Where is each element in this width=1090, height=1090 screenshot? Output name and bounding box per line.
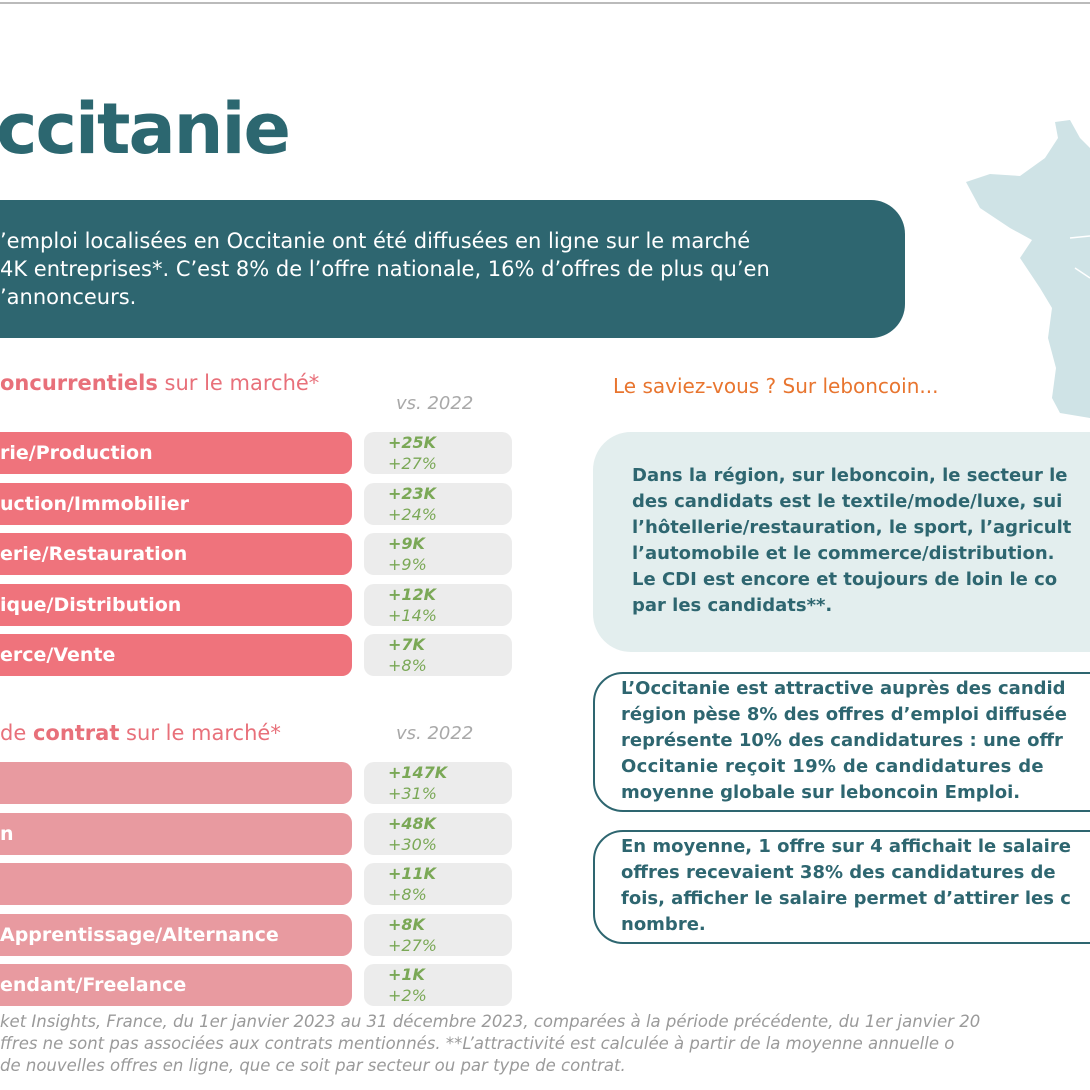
change-box: +11K +8%	[364, 863, 512, 905]
bar-label: Apprentissage/Alternance	[0, 923, 279, 946]
change-value: +48K	[388, 813, 437, 833]
box-line: l’automobile et le commerce/distribution…	[632, 543, 1055, 564]
change-pct: +27%	[388, 454, 437, 473]
change-box: +48K +30%	[364, 812, 512, 855]
bar-label: erce/Vente	[0, 644, 116, 666]
change-pct: +2%	[388, 986, 427, 1005]
bar-label: ique/Distribution	[0, 593, 182, 616]
bar-label: n	[0, 822, 14, 845]
heading-strong: contrat	[32, 721, 120, 745]
heading-strong: oncurrentiels	[0, 371, 158, 395]
change-pct: +14%	[388, 605, 437, 625]
change-value: +7K	[388, 635, 425, 654]
change-box: +7K +8%	[364, 634, 512, 676]
map	[966, 120, 1090, 418]
box-line: En moyenne, 1 offre sur 4 affichait le s…	[621, 836, 1071, 857]
box-line: des candidats est le textile/mode/luxe, …	[632, 491, 1063, 512]
line-text: représente 10% des candidatures :	[621, 730, 983, 751]
info-box	[593, 672, 1090, 812]
intro-line: ’annonceurs.	[0, 285, 137, 309]
change-box: +23K +24%	[364, 482, 512, 525]
change-value: +11K	[388, 864, 437, 883]
bar-label: uction/Immobilier	[0, 492, 190, 515]
bar-label: erie/Restauration	[0, 543, 188, 565]
heading-rest: sur le marché*	[119, 721, 281, 745]
box-line: fois, afficher le salaire permet d’attir…	[621, 888, 1071, 909]
bar: erce/Vente	[0, 634, 352, 676]
change-pct: +24%	[388, 504, 437, 524]
change-pct: +31%	[388, 784, 437, 803]
info-box	[593, 432, 1090, 652]
change-value: +1K	[388, 965, 425, 984]
change-pct: +8%	[388, 885, 427, 904]
box-line: L’Occitanie est attractive auprès des ca…	[621, 678, 1066, 699]
map-shape	[966, 120, 1090, 418]
change-box: +12K +14%	[364, 583, 512, 626]
change-pct: +8%	[388, 656, 427, 675]
bar: Apprentissage/Alternance	[0, 913, 352, 956]
box-line: offres recevaient 38% des candidatures d…	[621, 862, 1056, 883]
footnote-line: de nouvelles offres en ligne, que ce soi…	[0, 1056, 626, 1075]
box-line: Le CDI est encore et toujours de loin le…	[632, 569, 1058, 590]
info-box	[593, 830, 1090, 944]
bar	[0, 762, 352, 804]
line-strong: une offr	[982, 730, 1063, 751]
box-line: représente 10% des candidatures : une of…	[621, 730, 1063, 751]
heading-rest: sur le marché*	[157, 371, 320, 395]
change-box: +25K +27%	[364, 432, 512, 474]
line-text: région pèse 8% des offres d’emploi diffu…	[621, 704, 1067, 725]
title: ccitanie	[0, 88, 291, 170]
heading-pre: de	[0, 721, 33, 745]
change-value: +23K	[388, 483, 437, 503]
bar: erie/Restauration	[0, 533, 352, 575]
box-line: par les candidats**.	[632, 595, 833, 616]
contracts-heading: de contrat sur le marché*	[0, 721, 281, 745]
box-line: région pèse 8% des offres d’emploi diffu…	[621, 704, 1067, 725]
vs-label: vs. 2022	[396, 393, 474, 414]
change-value: +9K	[388, 534, 425, 553]
box-line: Dans la région, sur leboncoin, le secteu…	[632, 465, 1068, 486]
line-text: moyenne globale sur leboncoin Emploi.	[621, 782, 1021, 803]
change-value: +12K	[388, 584, 437, 604]
change-pct: +30%	[388, 834, 437, 854]
box-line: l’hôtellerie/restauration, le sport, l’a…	[632, 517, 1072, 538]
change-pct: +9%	[388, 555, 427, 574]
change-value: +8K	[388, 914, 425, 934]
bar: rie/Production	[0, 432, 352, 474]
change-box: +147K +31%	[364, 762, 512, 804]
change-box: +1K +2%	[364, 964, 512, 1006]
footnote-line: ffres ne sont pas associées aux contrats…	[0, 1034, 955, 1053]
bar-label: rie/Production	[0, 442, 153, 464]
bar-label: endant/Freelance	[0, 974, 187, 996]
change-pct: +27%	[388, 935, 437, 955]
intro-line: ’emploi localisées en Occitanie ont été …	[0, 229, 751, 253]
bar: endant/Freelance	[0, 964, 352, 1006]
change-value: +25K	[388, 433, 437, 452]
bar: ique/Distribution	[0, 583, 352, 626]
intro-line: 4K entreprises*. C’est 8% de l’offre nat…	[0, 257, 770, 281]
intro-box	[0, 200, 905, 338]
saviez-heading: Le saviez-vous ? Sur leboncoin...	[613, 374, 939, 398]
vs-label: vs. 2022	[396, 723, 474, 744]
box-line: moyenne globale sur leboncoin Emploi.	[621, 782, 1020, 803]
sectors-heading: oncurrentiels sur le marché*	[0, 371, 319, 395]
box-line: Occitanie reçoit 19% de candidatures de	[621, 756, 1044, 777]
map-border	[1069, 235, 1090, 279]
line-text: L’Occitanie est attractive auprès des ca…	[621, 678, 1066, 699]
box-line: nombre.	[621, 914, 706, 935]
line-text: Occitanie reçoit 19% de candidatures de	[621, 756, 1044, 777]
top-rule	[0, 2, 1090, 4]
bar: n	[0, 812, 352, 855]
change-value: +147K	[388, 763, 448, 782]
change-box: +8K +27%	[364, 913, 512, 956]
bar	[0, 863, 352, 905]
bar: uction/Immobilier	[0, 482, 352, 525]
footnote-line: ket Insights, France, du 1er janvier 202…	[0, 1012, 981, 1031]
change-box: +9K +9%	[364, 533, 512, 575]
